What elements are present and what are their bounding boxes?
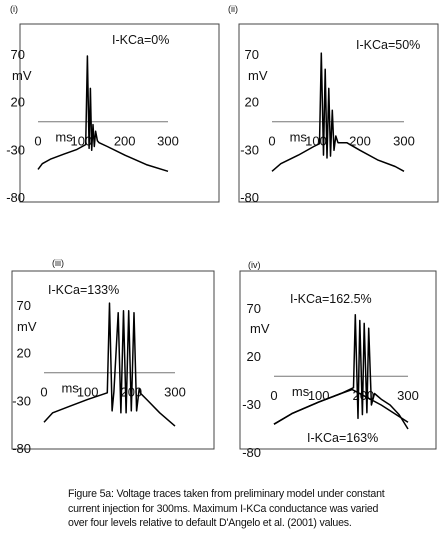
- x-tick-label: 300: [397, 388, 419, 403]
- x-tick-label: 0: [270, 388, 277, 403]
- panel-label: (iii): [52, 258, 64, 268]
- panel-label: (iv): [248, 260, 261, 270]
- y-tick-label: -30: [240, 142, 259, 157]
- plot-frame: [19, 23, 220, 203]
- y-tick-label: 20: [11, 95, 25, 110]
- chart-panel-1: 0 100 200 300 70 20 -30 -80 mV ms (i) I-KCa=0%: [6, 4, 220, 205]
- x-tick-label: 300: [393, 134, 415, 149]
- x-tick-label: 100: [305, 134, 327, 149]
- x-tick-label: 300: [157, 134, 179, 149]
- y-tick-label: -80: [240, 190, 259, 205]
- x-tick-label: 0: [34, 134, 41, 149]
- voltage-trace: [37, 55, 169, 173]
- plot-frame: [11, 270, 215, 450]
- y-tick-label: -30: [6, 142, 25, 157]
- annotation-label: I-KCa=0%: [112, 33, 169, 47]
- x-axis-label: ms: [290, 130, 308, 145]
- y-tick-label: 70: [11, 47, 25, 62]
- y-tick-label: -80: [242, 445, 261, 460]
- y-axis-label: mV: [250, 321, 270, 336]
- y-tick-label: 70: [17, 298, 31, 313]
- panel-label: (ii): [228, 4, 238, 14]
- annotation-label: I-KCa=133%: [48, 283, 119, 297]
- y-axis-label: mV: [12, 68, 32, 83]
- y-tick-label: -30: [242, 397, 261, 412]
- y-tick-label: -30: [12, 393, 31, 408]
- x-tick-label: 200: [349, 134, 371, 149]
- x-axis-label: ms: [61, 381, 79, 396]
- annotation-label: I-KCa=162.5%: [290, 292, 372, 306]
- chart-panel-2: 0 100 200 300 70 20 -30 -80 mV ms (ii) I-KCa=50%: [228, 4, 439, 205]
- voltage-trace: [43, 302, 176, 427]
- x-tick-label: 100: [70, 134, 92, 149]
- y-tick-label: 20: [247, 349, 261, 364]
- x-tick-label: 100: [77, 385, 99, 400]
- y-tick-label: -80: [12, 441, 31, 456]
- x-tick-label: 100: [308, 388, 330, 403]
- caption-line-3: over four levels relative to default D'A…: [68, 517, 352, 529]
- y-axis-label: mV: [17, 319, 37, 334]
- voltage-trace: [271, 52, 405, 172]
- plot-frame: [239, 270, 437, 450]
- chart-panel-4: 0 100 200 3007020-30-80mVms(iv)I-KCa=162.5%…: [239, 260, 437, 460]
- x-axis-label: ms: [292, 384, 310, 399]
- y-axis-label: mV: [248, 68, 268, 83]
- x-tick-label: 0: [40, 385, 47, 400]
- panel-label: (i): [10, 4, 18, 14]
- x-tick-label: 200: [114, 134, 136, 149]
- x-tick-label: 0: [268, 134, 275, 149]
- plot-frame: [238, 23, 439, 203]
- y-tick-label: -80: [6, 190, 25, 205]
- caption-line-1: Figure 5a: Voltage traces taken from pre…: [68, 488, 385, 500]
- figure-caption: Figure 5a: Voltage traces taken from pre…: [68, 487, 428, 531]
- annotation-label: I-KCa=163%: [307, 431, 378, 445]
- y-tick-label: 20: [245, 95, 259, 110]
- caption-line-2: current injection for 300ms. Maximum I-K…: [68, 502, 379, 515]
- x-axis-label: ms: [55, 130, 73, 145]
- y-tick-label: 70: [245, 47, 259, 62]
- x-tick-label: 300: [164, 385, 186, 400]
- annotation-label: I-KCa=50%: [356, 38, 420, 52]
- voltage-trace-2: [273, 388, 409, 425]
- y-tick-label: 70: [247, 301, 261, 316]
- y-tick-label: 20: [17, 346, 31, 361]
